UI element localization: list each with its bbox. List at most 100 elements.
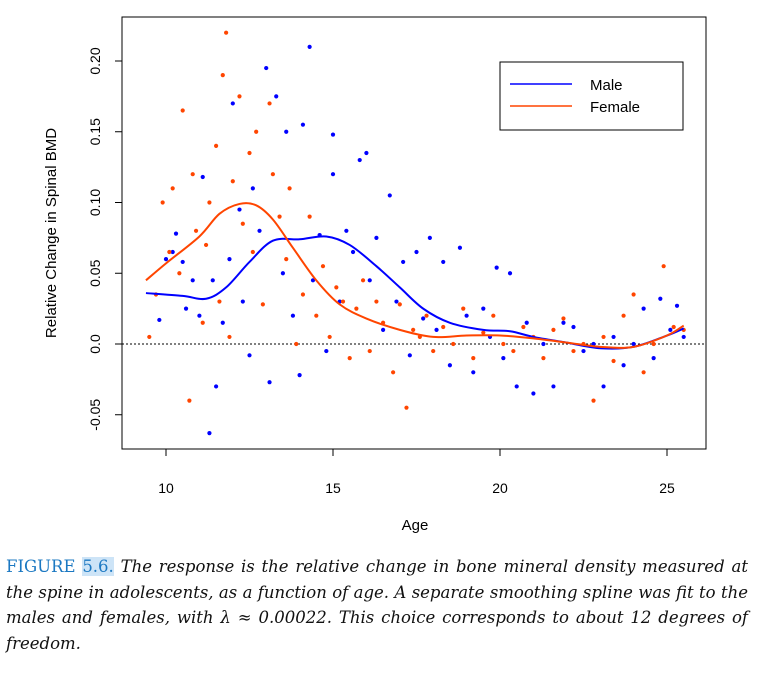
male-point	[561, 320, 566, 325]
female-point	[300, 292, 306, 297]
male-point	[601, 384, 606, 389]
male-point	[381, 327, 386, 332]
y-tick-label: 0.15	[87, 118, 103, 145]
male-point	[183, 306, 189, 311]
female-point	[217, 299, 222, 304]
male-point	[264, 65, 269, 71]
y-tick-label: 0.05	[87, 259, 103, 286]
male-point	[611, 334, 616, 340]
male-point	[280, 271, 285, 276]
female-point	[671, 324, 676, 330]
female-point	[501, 341, 506, 347]
legend: Male Female	[499, 61, 684, 131]
female-point	[180, 108, 185, 113]
female-point	[160, 200, 165, 205]
legend-box	[499, 61, 684, 131]
female-point	[601, 334, 606, 340]
male-point	[357, 157, 362, 163]
female-point	[167, 249, 172, 255]
male-point	[674, 303, 680, 308]
male-point	[173, 231, 179, 236]
male-point	[524, 320, 529, 325]
female-point	[511, 348, 516, 354]
female-point	[307, 214, 312, 219]
y-axis-label: Relative Change in Spinal BMD	[43, 128, 60, 338]
male-point	[274, 94, 279, 99]
female-point	[471, 356, 476, 361]
male-point	[180, 259, 185, 265]
female-point	[481, 330, 486, 335]
x-tick-label: 15	[325, 480, 341, 496]
male-point	[250, 186, 255, 191]
smoothing-splines	[145, 202, 685, 350]
male-point	[457, 245, 463, 250]
legend-label-female: Female	[590, 99, 640, 116]
female-point	[551, 327, 556, 332]
male-point	[514, 384, 519, 389]
male-point	[284, 129, 289, 134]
female-point	[170, 186, 175, 191]
female-point	[240, 221, 245, 226]
female-point	[294, 341, 299, 347]
male-point	[170, 249, 175, 255]
male-point	[297, 373, 302, 378]
male-point	[220, 320, 225, 325]
male-point	[394, 299, 399, 304]
male-point	[658, 296, 663, 301]
female-point	[591, 398, 596, 403]
female-point	[254, 129, 259, 134]
male-point	[541, 341, 546, 347]
female-point	[187, 398, 192, 403]
male-point	[407, 353, 412, 358]
male-point	[681, 334, 686, 340]
female-point	[411, 327, 416, 332]
female-point	[354, 306, 359, 311]
female-point	[404, 405, 409, 410]
female-point	[190, 172, 195, 177]
female-point	[270, 172, 275, 177]
male-point	[501, 356, 506, 361]
female-point	[541, 356, 546, 361]
female-point	[177, 271, 182, 276]
male-point	[364, 150, 369, 156]
y-tick-label: -0.05	[87, 399, 103, 431]
male-point	[227, 257, 232, 262]
female-point	[147, 334, 152, 340]
female-point	[334, 285, 339, 290]
male-point	[197, 313, 202, 318]
male-point	[464, 313, 469, 318]
female-point	[320, 264, 326, 269]
female-point	[631, 292, 636, 297]
female-point	[260, 302, 265, 307]
male-point	[387, 193, 392, 198]
y-tick-label: 0.20	[87, 47, 103, 74]
female-point	[661, 264, 666, 269]
figure-caption: FIGURE 5.6. The response is the relative…	[6, 554, 748, 656]
male-point	[257, 228, 262, 233]
female-point	[340, 299, 346, 304]
female-point	[287, 186, 292, 191]
female-point	[491, 313, 496, 318]
x-axis-label: Age	[402, 517, 429, 534]
female-point	[424, 313, 429, 318]
male-point	[481, 306, 486, 311]
male-point	[324, 348, 329, 354]
x-tick-label: 20	[492, 480, 508, 496]
female-point	[347, 356, 352, 361]
caption-text: The response is the relative change in b…	[6, 557, 748, 653]
female-point	[267, 101, 272, 106]
male-point	[240, 299, 245, 304]
female-point	[431, 348, 436, 354]
female-point	[230, 179, 235, 184]
male-point	[207, 431, 212, 436]
legend-label-male: Male	[590, 77, 623, 94]
caption-number: 5.6.	[82, 557, 114, 576]
female-point	[374, 299, 379, 304]
male-point	[531, 391, 536, 396]
x-tick-label: 10	[158, 480, 174, 496]
x-axis: 10 15 20 25	[158, 449, 675, 496]
y-axis: -0.05 0.0 0.05 0.10 0.15 0.20	[87, 47, 122, 431]
female-point	[397, 302, 402, 307]
male-point	[237, 207, 242, 212]
male-point	[267, 380, 272, 385]
